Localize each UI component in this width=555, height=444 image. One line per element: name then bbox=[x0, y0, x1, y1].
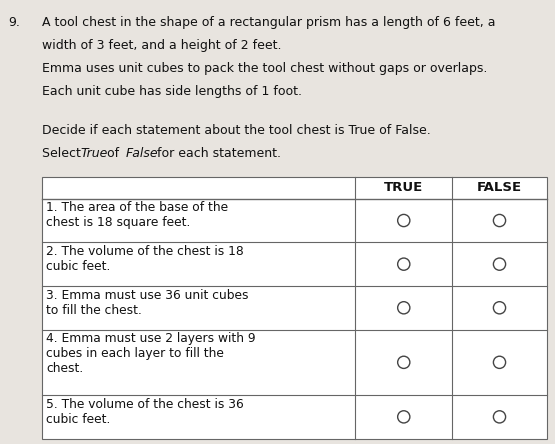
Text: 1. The area of the base of the
chest is 18 square feet.: 1. The area of the base of the chest is … bbox=[46, 202, 228, 230]
Text: 5. The volume of the chest is 36
cubic feet.: 5. The volume of the chest is 36 cubic f… bbox=[46, 398, 244, 426]
Text: TRUE: TRUE bbox=[384, 181, 423, 194]
Bar bbox=[42, 177, 547, 439]
Text: 2. The volume of the chest is 18
cubic feet.: 2. The volume of the chest is 18 cubic f… bbox=[46, 245, 244, 273]
Text: width of 3 feet, and a height of 2 feet.: width of 3 feet, and a height of 2 feet. bbox=[42, 39, 281, 52]
Text: Emma uses unit cubes to pack the tool chest without gaps or overlaps.: Emma uses unit cubes to pack the tool ch… bbox=[42, 62, 487, 75]
Text: True: True bbox=[80, 147, 108, 160]
Text: of: of bbox=[103, 147, 123, 160]
Text: 9.: 9. bbox=[8, 16, 20, 28]
Text: FALSE: FALSE bbox=[477, 181, 522, 194]
Text: A tool chest in the shape of a rectangular prism has a length of 6 feet, a: A tool chest in the shape of a rectangul… bbox=[42, 16, 495, 28]
Text: for each statement.: for each statement. bbox=[153, 147, 281, 160]
Text: False: False bbox=[125, 147, 158, 160]
Text: Select: Select bbox=[42, 147, 84, 160]
Text: Decide if each statement about the tool chest is True of False.: Decide if each statement about the tool … bbox=[42, 124, 430, 137]
Text: 4. Emma must use 2 layers with 9
cubes in each layer to fill the
chest.: 4. Emma must use 2 layers with 9 cubes i… bbox=[46, 332, 256, 375]
Text: Each unit cube has side lengths of 1 foot.: Each unit cube has side lengths of 1 foo… bbox=[42, 85, 301, 98]
Text: 3. Emma must use 36 unit cubes
to fill the chest.: 3. Emma must use 36 unit cubes to fill t… bbox=[46, 289, 249, 317]
